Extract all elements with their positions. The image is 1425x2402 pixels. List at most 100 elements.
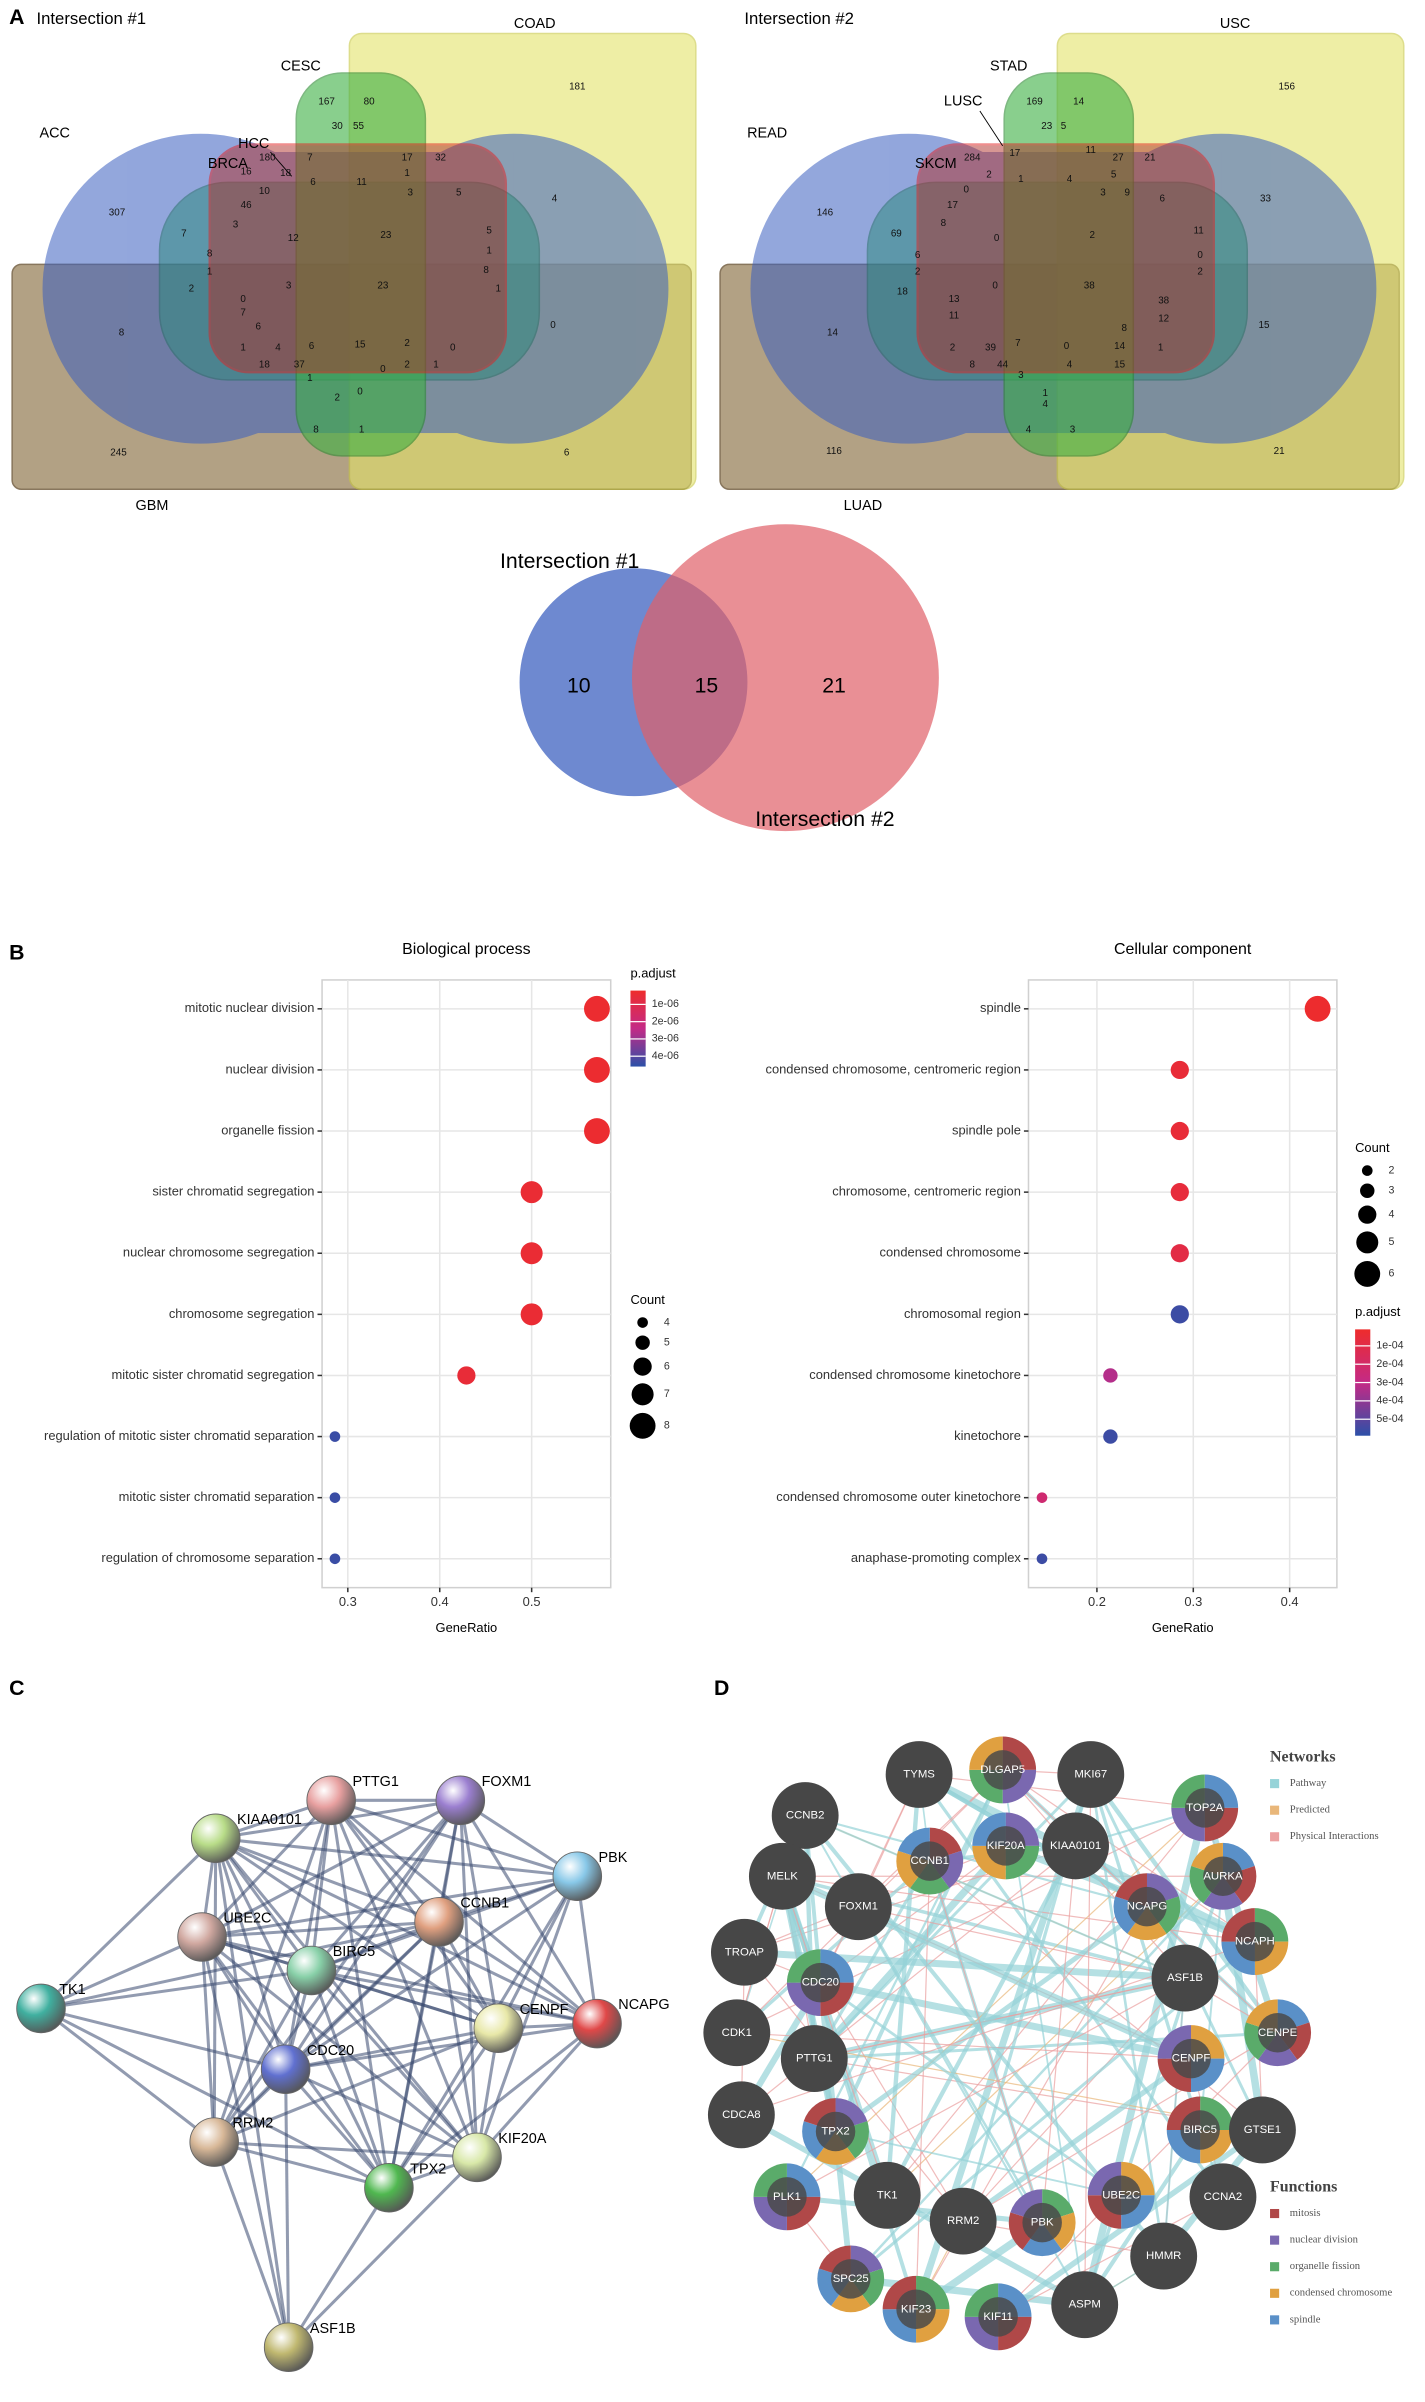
legend-label: 4 xyxy=(1389,1208,1395,1220)
node-core xyxy=(982,1750,1023,1790)
dot xyxy=(584,1057,610,1083)
node-label: KIF20A xyxy=(498,2131,546,2147)
panel-label: C xyxy=(9,1676,24,1700)
venn-region-count: 2 xyxy=(915,267,920,278)
y-tick-label: mitotic nuclear division xyxy=(185,1000,315,1015)
network-edge xyxy=(40,1920,440,2010)
dot xyxy=(1170,1121,1189,1141)
network-edge xyxy=(285,2026,499,2071)
node-label: KIF23 xyxy=(901,2303,931,2315)
network-node xyxy=(16,1983,66,2034)
dot xyxy=(1103,1429,1118,1444)
venn-region-count: 8 xyxy=(313,425,319,436)
network-edge xyxy=(212,2141,291,2348)
venn-region-count: 307 xyxy=(109,207,125,218)
node-core xyxy=(815,2111,856,2152)
network-edge xyxy=(212,1799,462,2144)
venn-two: Intersection #1 Intersection #2 10 15 21 xyxy=(500,524,939,832)
venn-region-count: 6 xyxy=(309,341,315,352)
venn-region-count: 17 xyxy=(947,200,958,211)
network-node xyxy=(1189,2163,1257,2231)
venn-region-count: 0 xyxy=(550,320,556,331)
network-edge xyxy=(284,2067,478,2159)
network-edge xyxy=(201,1798,462,1939)
venn-set-label: Intersection #1 xyxy=(500,549,639,573)
network-edge xyxy=(387,2022,598,2189)
network-edge xyxy=(285,2022,598,2071)
network-edge xyxy=(997,2196,1224,2318)
venn-region-count: 0 xyxy=(1064,341,1070,352)
venn-region-count: 21 xyxy=(1274,446,1285,457)
network-node xyxy=(1057,1741,1125,1808)
venn-region-count: 284 xyxy=(964,153,981,164)
y-tick-label: nuclear chromosome segregation xyxy=(123,1245,315,1260)
venn-region-count: 15 xyxy=(1114,359,1125,370)
dot xyxy=(520,1181,543,1204)
legend-label: 6 xyxy=(1389,1268,1395,1280)
venn-set-label: LUSC xyxy=(944,94,982,110)
node-label: TYMS xyxy=(903,1769,935,1781)
dot xyxy=(1036,1492,1048,1503)
node-core xyxy=(1257,2013,1298,2053)
venn-region-count: 156 xyxy=(1279,81,1296,92)
node-core xyxy=(1180,2110,1220,2150)
venn-region-count: 37 xyxy=(294,359,305,370)
legend-label: 2 xyxy=(1389,1164,1395,1176)
venn-region-count: 1 xyxy=(307,373,312,384)
network-node xyxy=(414,1897,464,1947)
venn-region-count: 5 xyxy=(486,226,492,237)
venn-region-count: 11 xyxy=(1086,145,1096,156)
legend-label: 1e-06 xyxy=(652,998,679,1010)
y-tick-label: spindle xyxy=(980,1000,1021,1015)
network-edge xyxy=(311,1968,598,2026)
venn-region-count: 18 xyxy=(259,359,270,370)
venn-region-count: 2 xyxy=(404,359,409,370)
node-label: TPX2 xyxy=(410,2161,446,2177)
size-key xyxy=(637,1317,648,1328)
node-label: NCAPH xyxy=(1235,1936,1275,1948)
network-edge xyxy=(885,1844,1078,2197)
venn-set-label: CESC xyxy=(281,59,321,75)
size-key xyxy=(629,1412,656,1439)
node-core xyxy=(978,2297,1018,2337)
dot xyxy=(1036,1553,1048,1565)
node-label: KIAA0101 xyxy=(237,1812,302,1828)
venn-region-count: 12 xyxy=(288,233,299,244)
network-edge xyxy=(814,1977,1186,2060)
node-label: CCNA2 xyxy=(1204,2191,1243,2203)
venn-region-count: 0 xyxy=(994,233,1000,244)
dot xyxy=(1170,1244,1189,1263)
network-edge xyxy=(215,1836,578,1878)
legend-title: p.adjust xyxy=(630,965,676,980)
venn-region-count: 23 xyxy=(377,280,388,291)
venn-region-count: 21 xyxy=(1145,153,1156,164)
network-node xyxy=(177,1912,227,1962)
venn-region-count: 11 xyxy=(949,311,959,322)
legend-label: Pathway xyxy=(1290,1778,1327,1789)
network-edge xyxy=(213,2140,390,2190)
venn-region-count: 15 xyxy=(695,673,719,697)
node-core xyxy=(1203,1856,1243,1897)
node-label: NCAPG xyxy=(1127,1901,1167,1913)
size-key xyxy=(1360,1183,1375,1198)
venn-set-label: Intersection #2 xyxy=(755,807,894,831)
network-edge xyxy=(735,1859,931,2035)
x-tick-label: 0.3 xyxy=(339,1594,357,1609)
venn-region-count: 0 xyxy=(1197,250,1203,261)
venn-region-count: 146 xyxy=(817,207,834,218)
network-node xyxy=(306,1775,356,1826)
venn-region-count: 2 xyxy=(986,169,991,180)
y-tick-label: nuclear division xyxy=(226,1061,315,1076)
venn-region-count: 5 xyxy=(1111,169,1117,180)
network-edge xyxy=(458,1800,500,2029)
node-label: RRM2 xyxy=(947,2215,979,2227)
network-node xyxy=(452,2132,502,2183)
network-node xyxy=(1229,2096,1296,2164)
venn-region-count: 0 xyxy=(992,280,998,291)
dot xyxy=(1103,1368,1118,1383)
venn-region-count: 1 xyxy=(1042,388,1047,399)
legend-swatch xyxy=(1270,1832,1280,1842)
venn-region-count: 7 xyxy=(240,308,245,319)
node-label: MKI67 xyxy=(1074,1769,1107,1781)
venn-region-count: 0 xyxy=(357,387,363,398)
